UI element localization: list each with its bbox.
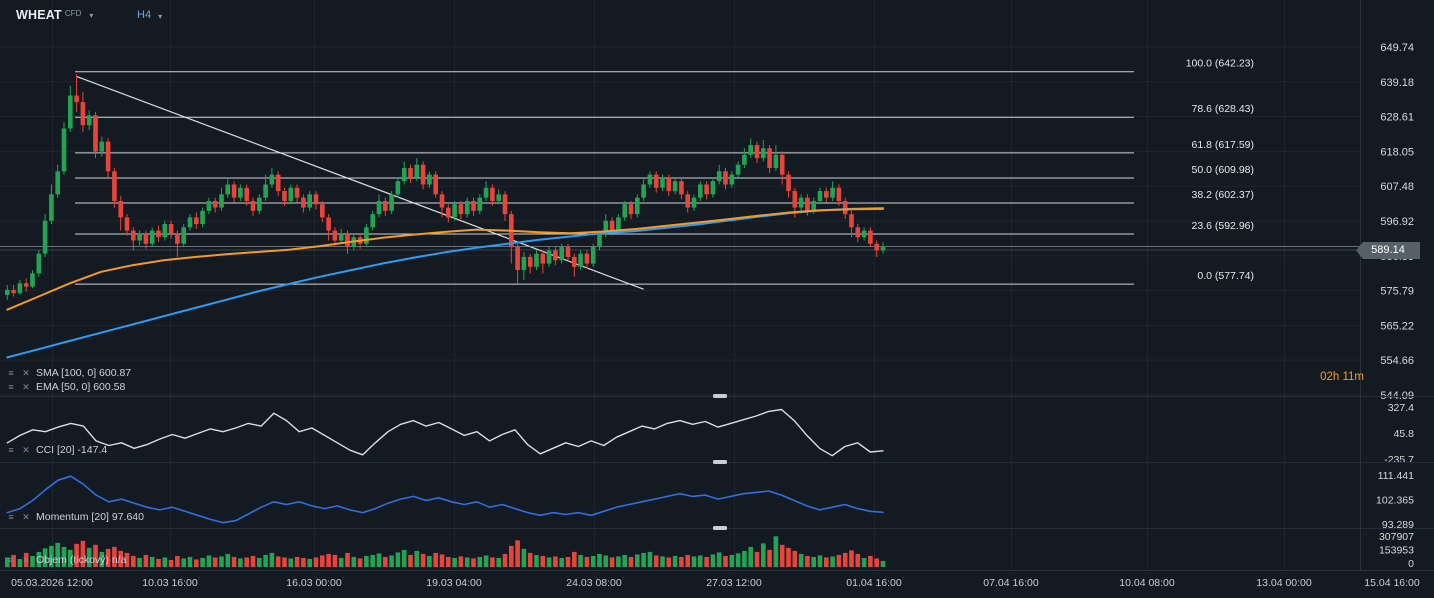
bar-close-countdown: 02h 11m [1320, 371, 1364, 383]
svg-text:15.04 16:00: 15.04 16:00 [1364, 577, 1420, 589]
fib-level-label: 38.2 (602.37) [1192, 189, 1254, 201]
panel-resize-handle[interactable] [713, 526, 727, 530]
timeframe-label: H4 [137, 9, 152, 21]
volume-legend-label: Objem (tickový) n/a [36, 554, 127, 566]
ema-legend-label: EMA [50, 0] 600.58 [36, 381, 126, 393]
symbol-selector[interactable]: WHEAT CFD ▾ [16, 8, 93, 22]
svg-text:13.04 00:00: 13.04 00:00 [1256, 577, 1312, 589]
cci-legend: ≡ ✕ CCI [20] -147.4 [6, 444, 107, 456]
symbol-type-label: CFD [64, 9, 82, 18]
svg-text:102.365: 102.365 [1376, 495, 1414, 507]
sma-legend: ≡ ✕ SMA [100, 0] 600.87 [6, 367, 131, 379]
panel-resize-handle[interactable] [713, 460, 727, 464]
fib-level-label: 61.8 (617.59) [1192, 139, 1254, 151]
timeframe-selector[interactable]: H4 ▾ [137, 9, 162, 21]
indicator-close-icon[interactable]: ✕ [22, 512, 30, 522]
cci-line [6, 408, 884, 457]
fib-level-label: 78.6 (628.43) [1192, 103, 1254, 115]
chevron-down-icon[interactable]: ▾ [158, 12, 163, 21]
fibonacci-levels[interactable]: 100.0 (642.23) 78.6 (628.43) 61.8 (617.59)… [75, 58, 1254, 285]
current-price-badge: 589.14 [1356, 242, 1420, 259]
svg-text:618.05: 618.05 [1380, 146, 1414, 158]
fib-level-label: 100.0 (642.23) [1186, 58, 1254, 70]
time-axis-labels: 05.03.2026 12:00 10.03 16:00 16.03 00:00 19… [11, 577, 1420, 589]
indicator-close-icon[interactable]: ✕ [22, 445, 30, 455]
svg-text:24.03 08:00: 24.03 08:00 [566, 577, 622, 589]
sma-legend-label: SMA [100, 0] 600.87 [36, 367, 132, 379]
svg-text:10.03 16:00: 10.03 16:00 [142, 577, 198, 589]
indicator-settings-icon[interactable]: ≡ [8, 382, 14, 392]
svg-text:554.66: 554.66 [1380, 355, 1414, 367]
cci-legend-label: CCI [20] -147.4 [36, 444, 108, 456]
ema-line [6, 207, 884, 311]
panel-resize-handle[interactable] [713, 394, 727, 398]
svg-text:575.79: 575.79 [1380, 286, 1414, 298]
price-axis[interactable] [1360, 0, 1434, 570]
svg-text:111.441: 111.441 [1378, 470, 1415, 482]
fib-level-label: 0.0 (577.74) [1197, 270, 1254, 282]
indicator-settings-icon[interactable]: ≡ [8, 368, 14, 378]
svg-text:0: 0 [1408, 558, 1414, 570]
momentum-legend-label: Momentum [20] 97.640 [36, 511, 144, 523]
svg-text:628.61: 628.61 [1380, 112, 1414, 124]
indicator-close-icon[interactable]: ✕ [22, 382, 30, 392]
svg-text:01.04 16:00: 01.04 16:00 [846, 577, 902, 589]
svg-text:10.04 08:00: 10.04 08:00 [1119, 577, 1175, 589]
svg-text:19.03 04:00: 19.03 04:00 [426, 577, 482, 589]
svg-text:27.03 12:00: 27.03 12:00 [706, 577, 762, 589]
svg-text:607.48: 607.48 [1380, 181, 1414, 193]
svg-text:153953: 153953 [1379, 545, 1414, 557]
svg-text:596.92: 596.92 [1380, 216, 1414, 228]
volume-bars [5, 536, 886, 567]
svg-text:307907: 307907 [1379, 531, 1414, 543]
chart-header: WHEAT CFD ▾ H4 ▾ [16, 8, 276, 28]
svg-text:639.18: 639.18 [1380, 77, 1414, 89]
panel-resize-handles [713, 394, 727, 530]
momentum-legend: ≡ ✕ Momentum [20] 97.640 [6, 511, 144, 523]
ema-legend: ≡ ✕ EMA [50, 0] 600.58 [6, 381, 125, 393]
indicator-close-icon[interactable]: ✕ [22, 368, 30, 378]
price-axis-labels: 649.74639.18628.61618.05607.48596.92586.… [1380, 42, 1414, 402]
svg-text:05.03.2026 12:00: 05.03.2026 12:00 [11, 577, 93, 589]
indicator-settings-icon[interactable]: ≡ [8, 445, 14, 455]
svg-text:649.74: 649.74 [1380, 42, 1414, 54]
grid [0, 0, 1360, 570]
indicator-settings-icon[interactable]: ≡ [8, 512, 14, 522]
fib-level-label: 50.0 (609.98) [1192, 164, 1254, 176]
chevron-down-icon[interactable]: ▾ [89, 11, 94, 20]
svg-text:16.03 00:00: 16.03 00:00 [286, 577, 342, 589]
trendline[interactable] [76, 75, 644, 290]
fib-level-label: 23.6 (592.96) [1192, 220, 1254, 232]
sma-line [6, 207, 884, 359]
time-axis[interactable] [0, 570, 1434, 598]
candles [5, 74, 886, 300]
svg-text:07.04 16:00: 07.04 16:00 [983, 577, 1039, 589]
indicator-settings-icon[interactable]: ≡ [8, 555, 14, 565]
svg-text:327.4: 327.4 [1388, 402, 1414, 414]
indicator-close-icon[interactable]: ✕ [22, 555, 30, 565]
svg-text:45.8: 45.8 [1394, 428, 1415, 440]
panel-separators [0, 0, 1434, 571]
momentum-line [6, 475, 884, 524]
svg-text:565.22: 565.22 [1380, 320, 1414, 332]
volume-legend: ≡ ✕ Objem (tickový) n/a [6, 554, 126, 566]
symbol-name: WHEAT [16, 8, 62, 22]
